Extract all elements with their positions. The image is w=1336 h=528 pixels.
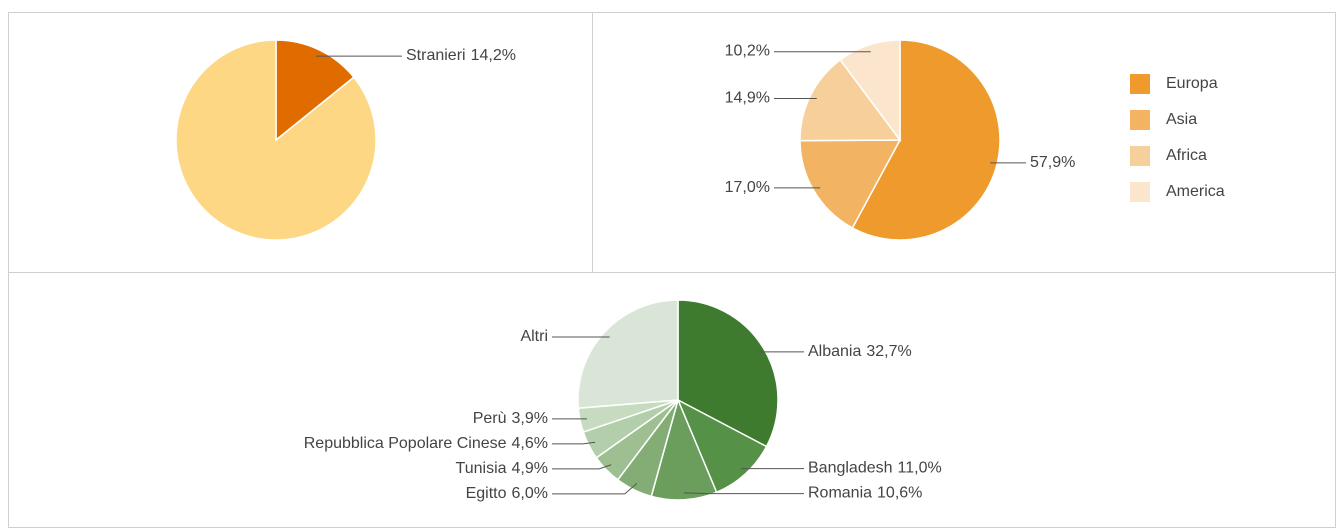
pie-slice	[851, 39, 1001, 241]
data-label: Albania 32,7%	[808, 343, 912, 360]
label-category: Bangladesh	[808, 460, 893, 477]
leader-line	[552, 441, 596, 445]
pie-slice	[577, 299, 679, 409]
legend-label: Asia	[1166, 111, 1197, 128]
label-value: 57,9%	[1030, 154, 1075, 171]
label-value: 10,2%	[725, 43, 770, 60]
leader-line	[552, 464, 612, 470]
label-category: Altri	[520, 328, 548, 345]
label-value: 14,9%	[725, 90, 770, 107]
pie-slice	[677, 299, 779, 448]
data-label: 57,9%	[1030, 154, 1075, 171]
pie-slice	[175, 39, 377, 241]
label-value: 14,2%	[471, 47, 516, 64]
legend-swatch	[1130, 74, 1150, 94]
label-value: 4,6%	[512, 435, 548, 452]
data-label: 10,2%	[725, 43, 770, 60]
label-category: Tunisia	[456, 460, 507, 477]
legend-swatch	[1130, 110, 1150, 130]
data-label: Altri	[520, 328, 548, 345]
leader-line	[552, 483, 638, 495]
label-category: Romania	[808, 485, 872, 502]
pie-slice	[799, 139, 902, 229]
legend-swatch	[1130, 182, 1150, 202]
legend-label: America	[1166, 183, 1225, 200]
label-category: Egitto	[466, 485, 507, 502]
pie-slice	[799, 58, 902, 142]
data-label: 14,9%	[725, 90, 770, 107]
label-value: 17,0%	[725, 179, 770, 196]
label-category: Stranieri	[406, 47, 466, 64]
leader-line	[683, 492, 804, 495]
data-label: Egitto 6,0%	[466, 485, 548, 502]
legend-label: Africa	[1166, 147, 1207, 164]
data-label: 17,0%	[725, 179, 770, 196]
data-label: Stranieri 14,2%	[406, 47, 516, 64]
label-value: 32,7%	[866, 343, 911, 360]
legend-swatch	[1130, 146, 1150, 166]
label-category: Perù	[473, 410, 507, 427]
label-category: Albania	[808, 343, 861, 360]
label-value: 3,9%	[512, 410, 548, 427]
data-label: Repubblica Popolare Cinese 4,6%	[304, 435, 548, 452]
label-value: 11,0%	[898, 460, 942, 477]
label-value: 4,9%	[512, 460, 548, 477]
data-label: Romania 10,6%	[808, 485, 922, 502]
pie-slice	[676, 398, 768, 494]
pie-slice	[839, 39, 901, 143]
pie-slice	[275, 39, 355, 142]
data-label: Tunisia 4,9%	[456, 460, 548, 477]
label-category: Repubblica Popolare Cinese	[304, 435, 507, 452]
label-value: 6,0%	[512, 485, 548, 502]
data-label: Bangladesh 11,0%	[808, 460, 942, 477]
legend-label: Europa	[1166, 75, 1218, 92]
data-label: Perù 3,9%	[473, 410, 548, 427]
label-value: 10,6%	[877, 485, 922, 502]
